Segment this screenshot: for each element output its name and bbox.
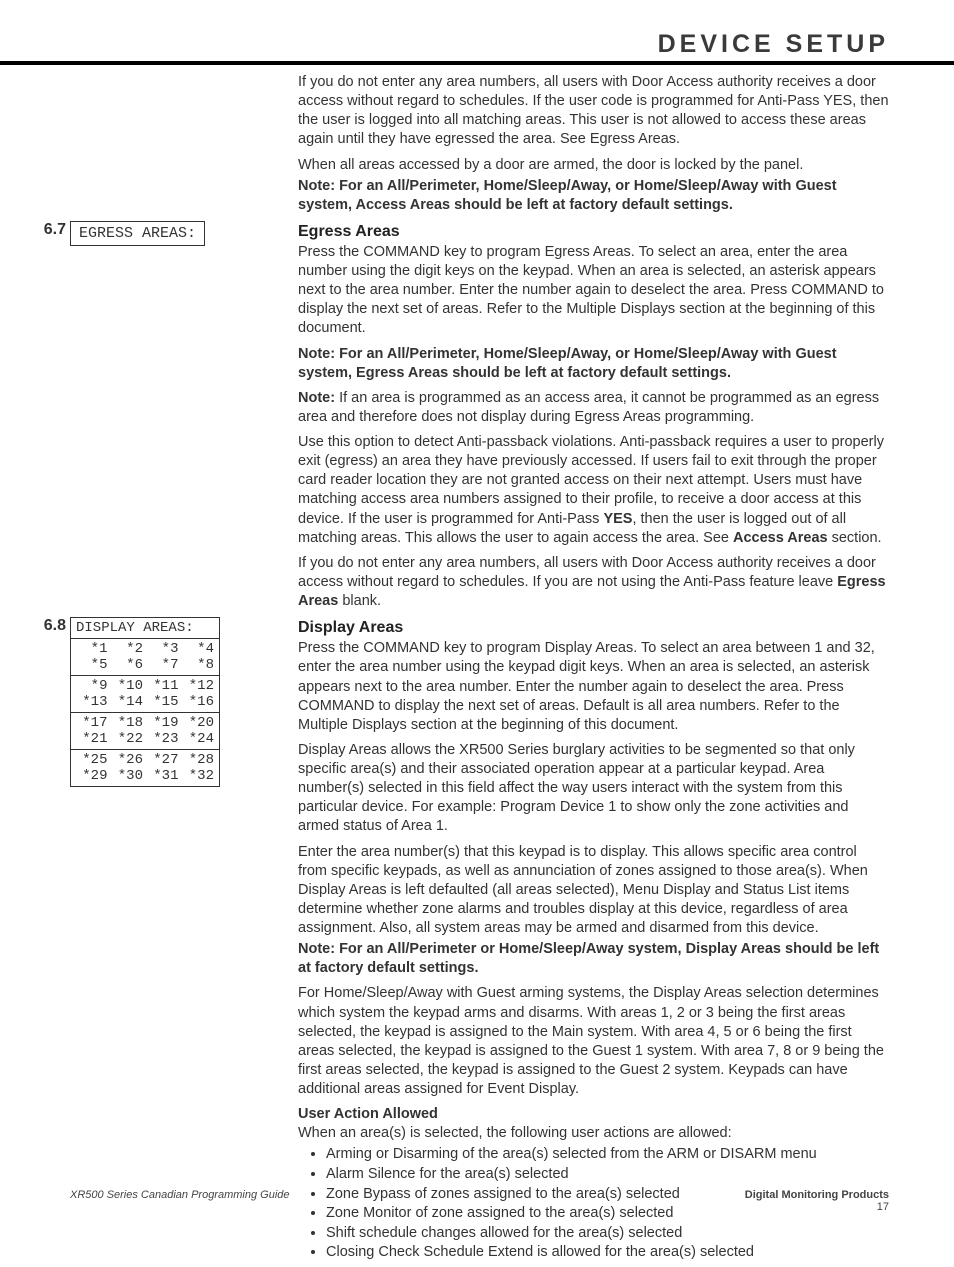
cell: *1 bbox=[74, 641, 110, 657]
s67-p2: Use this option to detect Anti-passback … bbox=[298, 433, 889, 548]
cell: *9 bbox=[74, 678, 110, 694]
header-title: DEVICE SETUP bbox=[658, 30, 889, 59]
cell: *27 bbox=[145, 752, 181, 768]
s68-subhead: User Action Allowed bbox=[298, 1105, 889, 1124]
cell: *7 bbox=[145, 657, 181, 673]
s67-p3: If you do not enter any area numbers, al… bbox=[298, 554, 889, 611]
cell: *26 bbox=[110, 752, 146, 768]
cell: *3 bbox=[145, 641, 181, 657]
cell: *2 bbox=[110, 641, 146, 657]
cell: *4 bbox=[181, 641, 217, 657]
cell: *20 bbox=[181, 715, 217, 731]
intro-note: Note: For an All/Perimeter, Home/Sleep/A… bbox=[298, 177, 889, 215]
section-number-67: 6.7 bbox=[32, 221, 66, 239]
cell: *14 bbox=[110, 694, 146, 710]
s67-p3c: blank. bbox=[338, 593, 381, 609]
list-item: Alarm Silence for the area(s) selected bbox=[326, 1165, 889, 1185]
list-item: Arming or Disarming of the area(s) selec… bbox=[326, 1145, 889, 1165]
cell: *23 bbox=[145, 731, 181, 747]
cell: *15 bbox=[145, 694, 181, 710]
intro-p1: If you do not enter any area numbers, al… bbox=[298, 73, 889, 150]
s68-p4: For Home/Sleep/Away with Guest arming sy… bbox=[298, 984, 889, 1099]
lcd-seg-4: *25*26*27*28 *29*30*31*32 bbox=[71, 750, 219, 787]
cell: *18 bbox=[110, 715, 146, 731]
s67-p3a: If you do not enter any area numbers, al… bbox=[298, 555, 876, 590]
cell: *31 bbox=[145, 768, 181, 784]
cell: *24 bbox=[181, 731, 217, 747]
s67-note2-label: Note: bbox=[298, 390, 335, 406]
s68-p2: Display Areas allows the XR500 Series bu… bbox=[298, 741, 889, 837]
s68-note: Note: For an All/Perimeter or Home/Sleep… bbox=[298, 940, 889, 978]
page-footer: XR500 Series Canadian Programming Guide … bbox=[70, 1189, 889, 1213]
cell: *19 bbox=[145, 715, 181, 731]
cell: *10 bbox=[110, 678, 146, 694]
lcd-display-areas: DISPLAY AREAS: *1 *2 *3 *4 *5 *6 *7 *8 *… bbox=[70, 617, 220, 787]
cell: *32 bbox=[181, 768, 217, 784]
footer-company: Digital Monitoring Products bbox=[745, 1189, 889, 1201]
lcd-seg-3: *17*18*19*20 *21*22*23*24 bbox=[71, 713, 219, 750]
s68-p3: Enter the area number(s) that this keypa… bbox=[298, 843, 889, 939]
cell: *8 bbox=[181, 657, 217, 673]
cell: *6 bbox=[110, 657, 146, 673]
s68-p1: Press the COMMAND key to program Display… bbox=[298, 639, 889, 735]
footer-left: XR500 Series Canadian Programming Guide bbox=[70, 1189, 290, 1213]
cell: *12 bbox=[181, 678, 217, 694]
cell: *25 bbox=[74, 752, 110, 768]
s67-p2link: Access Areas bbox=[733, 530, 828, 546]
cell: *21 bbox=[74, 731, 110, 747]
cell: *16 bbox=[181, 694, 217, 710]
footer-page: 17 bbox=[745, 1201, 889, 1213]
s67-note2: Note: If an area is programmed as an acc… bbox=[298, 389, 889, 427]
cell: *22 bbox=[110, 731, 146, 747]
cell: *17 bbox=[74, 715, 110, 731]
s68-p5: When an area(s) is selected, the followi… bbox=[298, 1124, 889, 1143]
s67-p2c: section. bbox=[828, 530, 882, 546]
footer-right: Digital Monitoring Products 17 bbox=[745, 1189, 889, 1213]
section-number-68: 6.8 bbox=[32, 617, 66, 635]
lcd-seg-1: *1 *2 *3 *4 *5 *6 *7 *8 bbox=[71, 639, 219, 676]
cell: *28 bbox=[181, 752, 217, 768]
lcd-egress: EGRESS AREAS: bbox=[70, 221, 205, 246]
lcd-seg-2: *9*10*11*12 *13*14*15*16 bbox=[71, 676, 219, 713]
heading-display-areas: Display Areas bbox=[298, 617, 889, 638]
cell: *5 bbox=[74, 657, 110, 673]
lcd-display-head: DISPLAY AREAS: bbox=[71, 618, 219, 639]
cell: *30 bbox=[110, 768, 146, 784]
list-item: Closing Check Schedule Extend is allowed… bbox=[326, 1243, 889, 1263]
header-rule bbox=[0, 61, 954, 65]
s67-p1: Press the COMMAND key to program Egress … bbox=[298, 243, 889, 339]
heading-egress-areas: Egress Areas bbox=[298, 221, 889, 242]
list-item: Shift schedule changes allowed for the a… bbox=[326, 1224, 889, 1244]
cell: *29 bbox=[74, 768, 110, 784]
cell: *13 bbox=[74, 694, 110, 710]
page-header: DEVICE SETUP bbox=[70, 30, 889, 58]
intro-p2: When all areas accessed by a door are ar… bbox=[298, 156, 889, 175]
cell: *11 bbox=[145, 678, 181, 694]
s67-note1: Note: For an All/Perimeter, Home/Sleep/A… bbox=[298, 345, 889, 383]
s67-p2yes: YES bbox=[603, 511, 632, 527]
s67-note2-body: If an area is programmed as an access ar… bbox=[298, 390, 879, 425]
